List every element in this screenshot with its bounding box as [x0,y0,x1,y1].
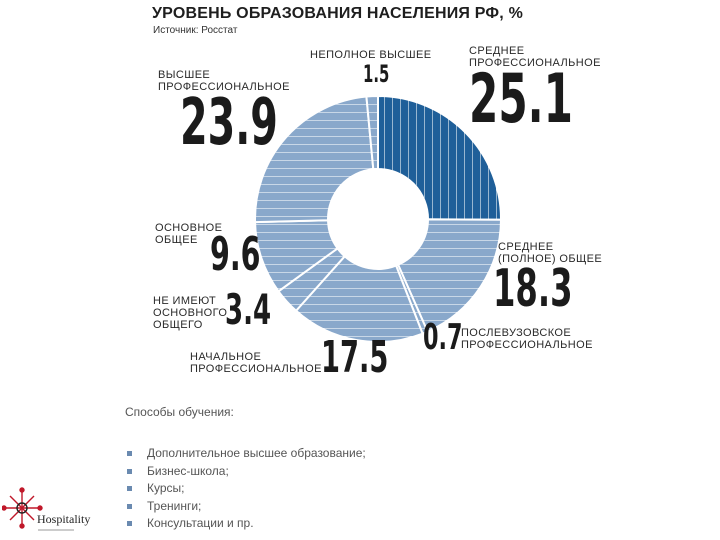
donut-slice-stripes [278,248,345,311]
value-postgraduate: 0.7 [423,317,463,358]
method-text: Дополнительное высшее образование; [147,446,366,460]
donut-slice-stripes [396,264,428,334]
bullet-icon [127,503,132,509]
bullet-icon [127,521,132,526]
label-postgraduate: ПОСЛЕВУЗОВСКОЕ ПРОФЕССИОНАЛЬНОЕ [461,327,593,351]
donut-slice-stripes [255,220,338,292]
list-item: Дополнительное высшее образование; [125,445,366,463]
label-secondary-professional: СРЕДНЕЕ ПРОФЕССИОНАЛЬНОЕ [469,45,601,69]
method-text: Тренинги; [147,498,202,513]
donut-slice-stripes [296,256,423,342]
list-item: Тренинги; [125,498,366,516]
label-incomplete-higher: НЕПОЛНОЕ ВЫСШЕЕ [310,49,432,61]
donut-chart [254,94,503,343]
value-primary-professional: 17.5 [321,332,389,383]
list-item: Курсы; [125,480,366,498]
value-no-basic: 3.4 [225,285,272,334]
donut-slice-stripes [255,96,374,223]
donut-slice-stripes [366,96,378,170]
value-incomplete-higher: 1.5 [363,60,390,88]
method-text: Курсы; [147,481,185,495]
method-text: Бизнес-школа; [147,463,229,478]
value-secondary-professional: 25.1 [469,60,574,139]
value-higher-professional: 23.9 [180,86,278,160]
label-secondary-general: СРЕДНЕЕ (ПОЛНОЕ) ОБЩЕЕ [498,241,603,265]
label-higher-professional: ВЫСШЕЕ ПРОФЕССИОНАЛЬНОЕ [158,69,290,93]
chart-title: УРОВЕНЬ ОБРАЗОВАНИЯ НАСЕЛЕНИЯ РФ, % [152,5,523,22]
donut-slice-stripes [398,219,501,332]
value-basic-general: 9.6 [210,227,261,281]
hospitality-logo-icon [2,487,74,531]
bullet-icon [127,486,132,491]
label-no-basic: НЕ ИМЕЮТ ОСНОВНОГО ОБЩЕГО [153,295,228,331]
list-item: Бизнес-школа; [125,463,366,481]
bullet-icon [127,451,132,456]
value-secondary-general: 18.3 [493,259,573,319]
label-primary-professional: НАЧАЛЬНОЕ ПРОФЕССИОНАЛЬНОЕ [190,351,322,375]
bullet-icon [127,468,132,474]
list-item: Консультации и пр. [125,515,366,533]
method-text: Консультации и пр. [147,516,254,530]
chart-source: Источник: Росстат [153,25,238,36]
methods-title: Способы обучения: [125,405,234,419]
donut-slice-stripes [378,96,501,220]
methods-list: Дополнительное высшее образование; Бизне… [125,445,366,533]
label-basic-general: ОСНОВНОЕ ОБЩЕЕ [155,222,223,246]
logo-text: Hospitality [37,512,91,526]
